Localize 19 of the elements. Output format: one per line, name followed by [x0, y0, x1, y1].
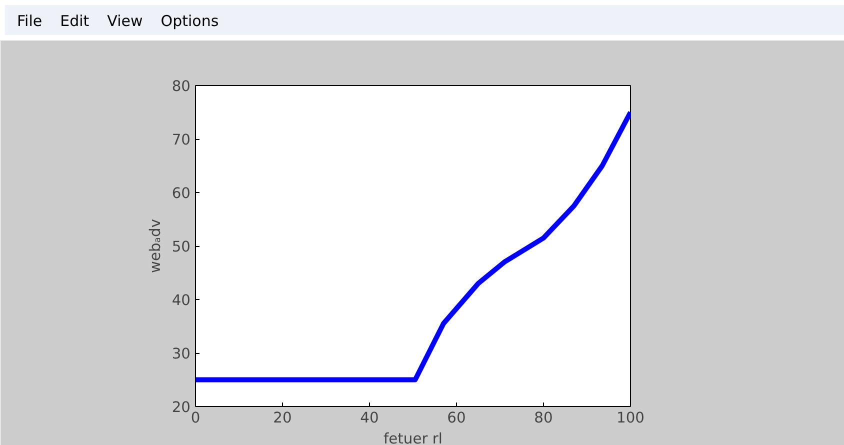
text: View	[107, 12, 143, 30]
x-tick-label: 60	[447, 410, 466, 426]
y-tick-label: 50	[172, 238, 191, 256]
y-tick-label: 80	[172, 78, 191, 95]
text: Edit	[60, 12, 90, 30]
y-tick-label: 70	[172, 132, 191, 148]
x-tick-label: 40	[360, 410, 379, 426]
text: Options	[160, 12, 219, 30]
y-tick-label: 20	[172, 399, 191, 416]
x-tick-label: 80	[534, 410, 553, 426]
x-tick-label: 0	[190, 410, 200, 426]
y-tick-label: 60	[172, 185, 191, 202]
y-tick-label: 30	[172, 346, 191, 362]
y-axis-title: webₐdv	[146, 218, 164, 274]
text: File	[17, 12, 42, 30]
y-tick-label: 40	[172, 292, 191, 309]
x-tick-label: 100	[616, 410, 644, 426]
x-axis-title: fetuer rl	[383, 430, 443, 445]
x-tick-label: 20	[273, 410, 292, 426]
